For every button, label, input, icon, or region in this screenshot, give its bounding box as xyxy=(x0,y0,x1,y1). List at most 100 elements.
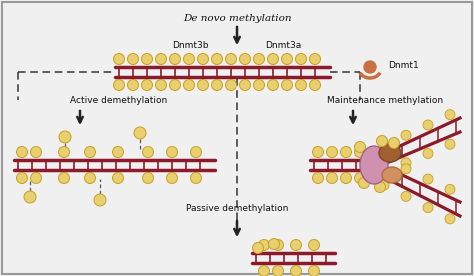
Text: Passive demethylation: Passive demethylation xyxy=(186,204,288,213)
Circle shape xyxy=(379,167,389,177)
Circle shape xyxy=(113,54,125,65)
Circle shape xyxy=(445,110,455,120)
Circle shape xyxy=(312,147,323,158)
Circle shape xyxy=(198,79,209,91)
Circle shape xyxy=(376,136,388,147)
Circle shape xyxy=(258,266,270,276)
Text: Dnmt3a: Dnmt3a xyxy=(265,41,301,51)
Circle shape xyxy=(166,172,177,184)
Text: Dnmt1: Dnmt1 xyxy=(388,62,419,70)
Circle shape xyxy=(17,147,27,158)
Circle shape xyxy=(379,153,389,164)
Circle shape xyxy=(183,79,194,91)
Circle shape xyxy=(128,54,138,65)
Circle shape xyxy=(273,240,283,251)
Circle shape xyxy=(59,131,71,143)
Circle shape xyxy=(254,79,264,91)
Circle shape xyxy=(170,54,181,65)
Circle shape xyxy=(423,120,433,130)
Circle shape xyxy=(355,147,365,158)
Circle shape xyxy=(112,172,124,184)
Circle shape xyxy=(253,243,264,253)
Circle shape xyxy=(254,54,264,65)
Circle shape xyxy=(191,172,201,184)
Circle shape xyxy=(401,158,411,168)
Circle shape xyxy=(239,79,250,91)
Circle shape xyxy=(84,147,95,158)
Circle shape xyxy=(423,203,433,213)
Circle shape xyxy=(295,54,307,65)
Circle shape xyxy=(128,79,138,91)
Circle shape xyxy=(226,79,237,91)
Circle shape xyxy=(58,147,70,158)
Circle shape xyxy=(30,147,42,158)
Circle shape xyxy=(340,172,352,184)
Circle shape xyxy=(268,238,280,250)
Circle shape xyxy=(340,147,352,158)
Ellipse shape xyxy=(360,146,388,184)
Circle shape xyxy=(84,172,95,184)
Circle shape xyxy=(58,172,70,184)
Circle shape xyxy=(170,79,181,91)
Circle shape xyxy=(291,266,301,276)
Ellipse shape xyxy=(382,167,402,183)
Circle shape xyxy=(166,147,177,158)
Circle shape xyxy=(355,142,365,153)
Circle shape xyxy=(389,137,400,148)
Circle shape xyxy=(17,172,27,184)
Circle shape xyxy=(379,180,389,190)
Circle shape xyxy=(142,79,153,91)
Text: De novo methylation: De novo methylation xyxy=(183,14,291,23)
Circle shape xyxy=(191,147,201,158)
Circle shape xyxy=(423,148,433,158)
Circle shape xyxy=(295,79,307,91)
Circle shape xyxy=(327,147,337,158)
Circle shape xyxy=(143,147,154,158)
Circle shape xyxy=(423,174,433,184)
Circle shape xyxy=(374,182,385,192)
Circle shape xyxy=(282,79,292,91)
Circle shape xyxy=(445,214,455,224)
Circle shape xyxy=(226,54,237,65)
Circle shape xyxy=(113,79,125,91)
Circle shape xyxy=(211,79,222,91)
Circle shape xyxy=(267,79,279,91)
Circle shape xyxy=(155,54,166,65)
Circle shape xyxy=(310,54,320,65)
Circle shape xyxy=(134,127,146,139)
Circle shape xyxy=(94,194,106,206)
Circle shape xyxy=(239,54,250,65)
Circle shape xyxy=(142,54,153,65)
Circle shape xyxy=(309,266,319,276)
Circle shape xyxy=(445,139,455,149)
Circle shape xyxy=(401,130,411,140)
Circle shape xyxy=(267,54,279,65)
Circle shape xyxy=(379,140,389,150)
Circle shape xyxy=(358,177,370,189)
Circle shape xyxy=(198,54,209,65)
Circle shape xyxy=(401,164,411,174)
Circle shape xyxy=(445,184,455,194)
Circle shape xyxy=(183,54,194,65)
Ellipse shape xyxy=(379,144,401,162)
Circle shape xyxy=(310,79,320,91)
Circle shape xyxy=(312,172,323,184)
Circle shape xyxy=(112,147,124,158)
Circle shape xyxy=(401,191,411,201)
Circle shape xyxy=(364,61,376,73)
Circle shape xyxy=(155,79,166,91)
Circle shape xyxy=(282,54,292,65)
Text: Dnmt3b: Dnmt3b xyxy=(173,41,209,51)
Circle shape xyxy=(258,240,270,251)
Circle shape xyxy=(327,172,337,184)
Circle shape xyxy=(143,172,154,184)
Text: Active demethylation: Active demethylation xyxy=(70,96,167,105)
Circle shape xyxy=(291,240,301,251)
Circle shape xyxy=(355,172,365,184)
Circle shape xyxy=(273,266,283,276)
Text: Maintenance methylation: Maintenance methylation xyxy=(327,96,443,105)
Circle shape xyxy=(211,54,222,65)
Circle shape xyxy=(309,240,319,251)
Circle shape xyxy=(30,172,42,184)
Circle shape xyxy=(24,191,36,203)
